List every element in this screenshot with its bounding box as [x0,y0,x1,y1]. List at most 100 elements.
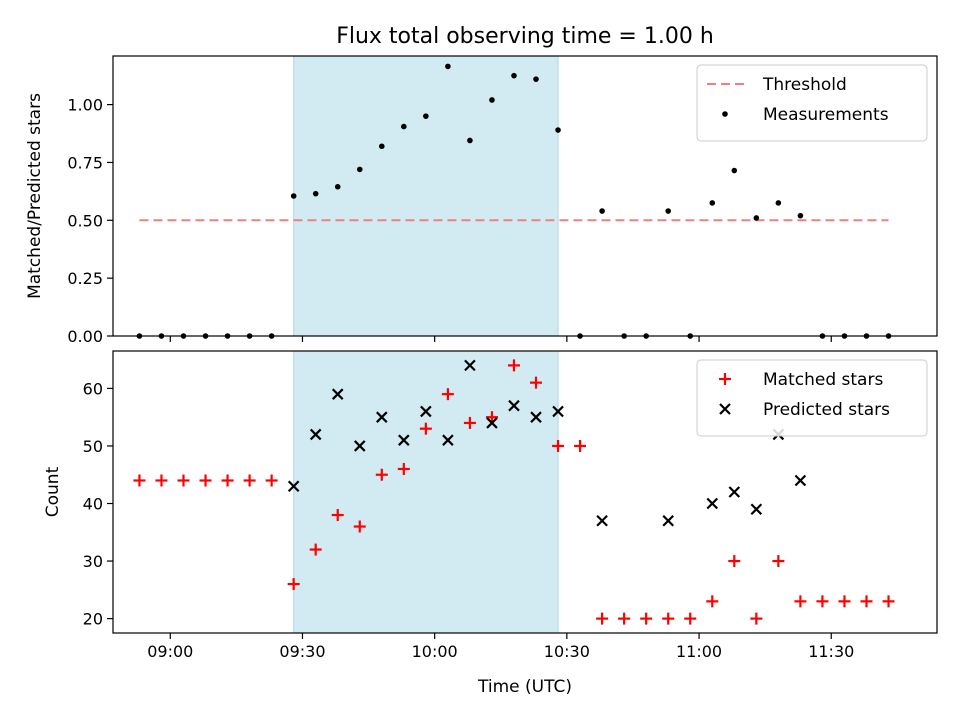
measurement-point [599,208,605,214]
chart-title: Flux total observing time = 1.00 h [336,24,714,49]
matched-stars-point [750,612,763,625]
matched-stars-point [463,416,476,429]
y-tick-label: 30 [83,552,103,571]
matched-stars-point [706,595,719,608]
y-tick-label: 0.25 [67,269,103,288]
legend-label: Measurements [763,105,889,125]
measurement-point [423,113,429,119]
matched-stars-point [353,520,366,533]
x-tick-label: 10:00 [412,642,458,661]
measurement-point [290,193,297,199]
measurement-point [445,63,451,70]
matched-stars-point [199,474,212,487]
matched-stars-point [287,578,300,591]
bottom-series-layer [133,359,895,625]
predicted-stars-point [309,428,322,441]
legend-label: Predicted stars [763,400,890,420]
predicted-stars-point [750,503,763,516]
matched-stars-point [419,422,432,435]
measurement-point [797,212,804,219]
matched-stars-point [662,612,675,625]
x-tick-label: 09:00 [147,642,193,661]
bottom-legend: Matched stars Predicted stars [696,359,928,437]
top-highlight-layer [293,55,559,337]
matched-stars-point [794,595,807,608]
matched-stars-point [882,595,895,608]
legend-label: Matched stars [763,370,883,390]
predicted-stars-point [420,405,432,418]
measurement-point [555,127,561,133]
measurement-point [533,76,539,82]
matched-stars-point [530,376,543,389]
matched-stars-point [177,474,190,487]
y-tick-label: 50 [83,437,103,456]
measurement-point [709,200,716,206]
matched-stars-point [265,474,278,487]
predicted-stars-point [442,434,454,446]
bottom-highlight-layer [293,350,559,634]
matched-stars-point [507,359,520,372]
legend-predicted-swatch [719,403,731,415]
matched-stars-point [243,474,256,487]
matched-stars-point [441,388,454,401]
predicted-stars-point [728,486,741,498]
matched-stars-point [331,509,344,522]
predicted-stars-point [464,359,476,372]
legend-measurement-swatch [722,111,728,117]
x-tick-label: 10:30 [544,642,590,661]
measurement-point [334,183,341,190]
matched-stars-point [596,612,609,625]
y-tick-label: 0.50 [67,211,103,230]
bottom-x-ticks: 09:00 09:30 10:00 10:30 11:00 11:30 [147,633,854,661]
y-tick-label: 40 [83,495,103,514]
matched-stars-point [375,468,388,481]
measurement-point [467,137,473,144]
matched-stars-point [485,411,498,424]
predicted-stars-point [706,497,719,510]
predicted-stars-point [398,434,410,446]
measurement-point [378,143,385,150]
y-tick-label: 1.00 [67,96,103,115]
highlight-span [293,350,559,634]
legend-label: Threshold [762,75,847,95]
predicted-stars-point [552,405,564,418]
predicted-stars-point [331,388,344,400]
predicted-stars-point [794,474,807,487]
measurement-point [511,72,517,79]
y-tick-label: 20 [83,610,103,629]
matched-stars-point [684,612,697,625]
legend-box [696,64,928,142]
measurement-point [731,167,738,174]
top-y-ticks: 0.00 0.25 0.50 0.75 1.00 [67,96,113,346]
matched-stars-point [552,439,565,452]
matched-stars-point [155,474,168,487]
top-x-ticks [169,336,832,342]
matched-stars-point [640,612,653,625]
measurement-point [489,97,495,103]
matched-stars-point [574,439,587,452]
bottom-panel: 20 30 40 50 60 09:00 09:30 10:00 10:30 11:00 11:3… [43,350,938,697]
legend-box [696,359,928,437]
measurement-point [665,208,672,214]
matched-stars-point [397,462,410,475]
predicted-stars-point [508,399,520,412]
matched-stars-point [860,595,873,608]
x-tick-label: 11:00 [676,642,722,661]
predicted-stars-point [376,411,388,423]
measurement-point [401,123,407,130]
y-tick-label: 0.75 [67,153,103,172]
matched-stars-point [618,612,631,625]
y-tick-label: 0.00 [67,327,103,346]
bottom-axes-frame [112,350,938,634]
predicted-stars-point [353,440,366,452]
measurement-point [312,190,319,197]
predicted-stars-point [596,514,608,527]
bottom-y-axis-label: Count [43,466,63,517]
top-legend: Threshold Measurements [696,64,928,142]
measurement-point [356,166,363,173]
bottom-y-ticks: 20 30 40 50 60 [83,379,113,629]
matched-stars-point [816,595,829,608]
predicted-stars-point [530,411,542,423]
